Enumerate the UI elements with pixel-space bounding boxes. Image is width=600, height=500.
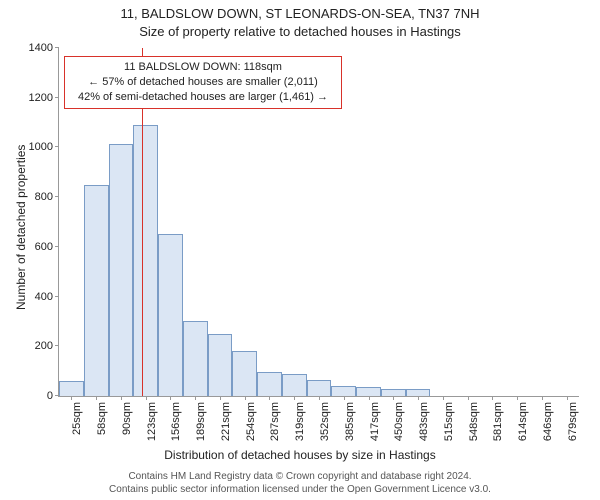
footer-text: Contains HM Land Registry data © Crown c… — [0, 470, 600, 496]
histogram-bar — [282, 374, 307, 396]
y-tick-mark — [55, 296, 59, 297]
histogram-bar — [183, 321, 208, 396]
y-tick-label: 600 — [13, 241, 59, 253]
x-tick-mark — [121, 396, 122, 400]
y-tick-mark — [55, 246, 59, 247]
histogram-bar — [208, 334, 233, 396]
y-tick-label: 1400 — [13, 42, 59, 54]
y-tick-mark — [55, 196, 59, 197]
x-tick-mark — [517, 396, 518, 400]
histogram-bar — [84, 185, 109, 396]
y-tick-label: 200 — [13, 340, 59, 352]
annotation-line: ← 57% of detached houses are smaller (2,… — [71, 75, 335, 90]
x-tick-mark — [393, 396, 394, 400]
footer-line-2: Contains public sector information licen… — [109, 484, 491, 495]
y-tick-mark — [55, 146, 59, 147]
x-tick-label: 548sqm — [468, 402, 480, 446]
histogram-bar — [257, 372, 282, 396]
x-tick-label: 189sqm — [195, 402, 207, 446]
histogram-bar — [406, 389, 431, 396]
x-tick-mark — [245, 396, 246, 400]
x-tick-label: 352sqm — [319, 402, 331, 446]
x-tick-mark — [542, 396, 543, 400]
x-tick-mark — [567, 396, 568, 400]
histogram-bar — [307, 380, 332, 396]
histogram-bar — [331, 386, 356, 396]
y-tick-label: 0 — [13, 390, 59, 402]
y-tick-mark — [55, 97, 59, 98]
x-tick-mark — [443, 396, 444, 400]
chart-title-sub: Size of property relative to detached ho… — [0, 24, 600, 39]
x-tick-mark — [269, 396, 270, 400]
chart-title-main: 11, BALDSLOW DOWN, ST LEONARDS-ON-SEA, T… — [0, 6, 600, 21]
histogram-bar — [356, 387, 381, 396]
y-tick-label: 1000 — [13, 141, 59, 153]
x-tick-label: 221sqm — [220, 402, 232, 446]
x-tick-mark — [369, 396, 370, 400]
annotation-box: 11 BALDSLOW DOWN: 118sqm← 57% of detache… — [64, 56, 342, 109]
histogram-bar — [232, 351, 257, 396]
histogram-bar — [381, 389, 406, 396]
annotation-line: 42% of semi-detached houses are larger (… — [71, 90, 335, 105]
x-tick-mark — [170, 396, 171, 400]
x-tick-label: 385sqm — [344, 402, 356, 446]
x-tick-mark — [71, 396, 72, 400]
x-tick-label: 123sqm — [146, 402, 158, 446]
x-tick-label: 287sqm — [269, 402, 281, 446]
y-axis-label: Number of detached properties — [14, 145, 28, 310]
y-tick-label: 800 — [13, 191, 59, 203]
x-tick-mark — [146, 396, 147, 400]
x-tick-label: 614sqm — [517, 402, 529, 446]
chart-container: 11, BALDSLOW DOWN, ST LEONARDS-ON-SEA, T… — [0, 0, 600, 500]
x-tick-label: 483sqm — [418, 402, 430, 446]
x-tick-mark — [468, 396, 469, 400]
histogram-bar — [59, 381, 84, 396]
histogram-bar — [109, 144, 134, 396]
histogram-bar — [133, 125, 158, 396]
x-tick-mark — [294, 396, 295, 400]
x-tick-label: 450sqm — [393, 402, 405, 446]
x-tick-mark — [220, 396, 221, 400]
x-tick-mark — [344, 396, 345, 400]
y-tick-mark — [55, 47, 59, 48]
x-tick-label: 679sqm — [567, 402, 579, 446]
x-tick-label: 417sqm — [369, 402, 381, 446]
x-tick-mark — [492, 396, 493, 400]
y-tick-label: 1200 — [13, 92, 59, 104]
footer-line-1: Contains HM Land Registry data © Crown c… — [128, 471, 471, 482]
x-tick-label: 58sqm — [96, 402, 108, 446]
x-tick-mark — [195, 396, 196, 400]
x-tick-label: 156sqm — [170, 402, 182, 446]
annotation-line: 11 BALDSLOW DOWN: 118sqm — [71, 60, 335, 75]
x-axis-label: Distribution of detached houses by size … — [0, 448, 600, 462]
x-tick-label: 646sqm — [542, 402, 554, 446]
y-tick-mark — [55, 345, 59, 346]
x-tick-label: 515sqm — [443, 402, 455, 446]
x-tick-label: 581sqm — [492, 402, 504, 446]
x-tick-label: 319sqm — [294, 402, 306, 446]
histogram-bar — [158, 234, 183, 396]
x-tick-label: 254sqm — [245, 402, 257, 446]
x-tick-mark — [418, 396, 419, 400]
y-tick-label: 400 — [13, 291, 59, 303]
x-tick-label: 90sqm — [121, 402, 133, 446]
x-tick-mark — [319, 396, 320, 400]
x-tick-mark — [96, 396, 97, 400]
x-tick-label: 25sqm — [71, 402, 83, 446]
